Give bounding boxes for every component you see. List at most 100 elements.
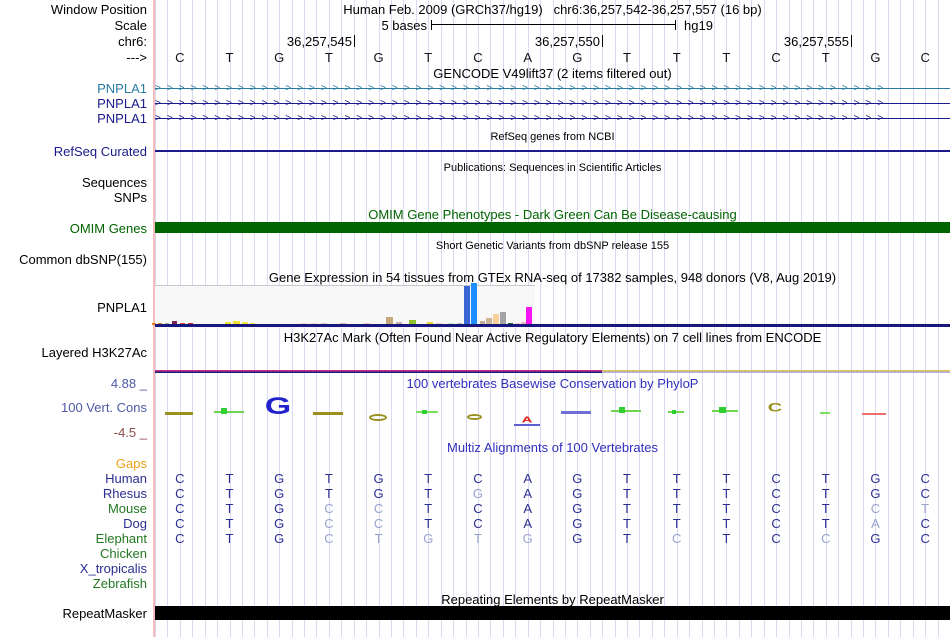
repeatmasker-feature-bar[interactable] bbox=[155, 606, 950, 620]
gridline bbox=[602, 0, 604, 637]
gtex-expression-bar[interactable] bbox=[225, 322, 231, 325]
gtex-expression-bar[interactable] bbox=[242, 322, 248, 325]
repeatmasker-track-title: Repeating Elements by RepeatMasker bbox=[441, 592, 664, 607]
assembly-tag: hg19 bbox=[684, 18, 713, 33]
species-label-human[interactable]: Human bbox=[105, 471, 147, 486]
track-label-h3k27ac[interactable]: Layered H3K27Ac bbox=[41, 345, 147, 360]
alignment-base-mouse: A bbox=[523, 501, 532, 516]
scale-value: 5 bases bbox=[381, 18, 427, 33]
gridline bbox=[751, 0, 753, 637]
alignment-base-dog: T bbox=[623, 516, 631, 531]
gtex-expression-bar[interactable] bbox=[480, 321, 485, 325]
alignment-base-human: G bbox=[373, 471, 384, 486]
refseq-track-title: RefSeq genes from NCBI bbox=[490, 131, 615, 143]
species-label-zebrafish[interactable]: Zebrafish bbox=[92, 576, 147, 591]
alignment-base-mouse: T bbox=[672, 501, 681, 516]
gene-feature-row[interactable]: >>>>>>>>>>>>>>>>>>>>>>>>>>>>>>>>>>>>>>>>… bbox=[155, 83, 950, 94]
gene-label-pnpla1-1[interactable]: PNPLA1 bbox=[97, 81, 147, 96]
gtex-expression-bar[interactable] bbox=[486, 318, 492, 325]
alignment-base-elephant: C bbox=[324, 531, 334, 546]
gene-label-pnpla1-3[interactable]: PNPLA1 bbox=[97, 111, 147, 126]
gridline bbox=[788, 0, 790, 637]
alignment-base-human: T bbox=[424, 471, 433, 486]
phylop-min-label: -4.5 _ bbox=[113, 425, 147, 440]
track-label-repeatmasker[interactable]: RepeatMasker bbox=[62, 606, 147, 621]
ruler-position-label: 36,257,545 bbox=[286, 34, 352, 49]
gtex-expression-bar[interactable] bbox=[521, 322, 526, 325]
gtex-expression-bar[interactable] bbox=[396, 322, 402, 325]
alignment-base-mouse: C bbox=[175, 501, 185, 516]
phylop-logo-glyph bbox=[313, 412, 343, 415]
alignment-base-human: C bbox=[473, 471, 483, 486]
scale-ruler-left-tick bbox=[431, 20, 432, 30]
gene-feature-row[interactable]: >>>>>>>>>>>>>>>>>>>>>>>>>>>>>>>>>>>>>>>>… bbox=[155, 98, 950, 109]
alignment-base-mouse: T bbox=[623, 501, 631, 516]
gtex-expression-bar[interactable] bbox=[471, 283, 477, 325]
gtex-expression-bar[interactable] bbox=[526, 307, 532, 325]
phylop-logo-glyph bbox=[165, 412, 193, 415]
gridline bbox=[726, 0, 728, 637]
gtex-expression-bar[interactable] bbox=[233, 321, 240, 325]
alignment-base-elephant: C bbox=[771, 531, 781, 546]
gtex-baseline-bar[interactable] bbox=[155, 324, 950, 327]
reference-base: A bbox=[523, 50, 532, 65]
track-label-cons[interactable]: 100 Vert. Cons bbox=[61, 400, 147, 415]
alignment-base-human: G bbox=[274, 471, 285, 486]
gtex-expression-bar[interactable] bbox=[500, 312, 506, 325]
gtex-expression-bar[interactable] bbox=[409, 320, 416, 325]
publications-track-title: Publications: Sequences in Scientific Ar… bbox=[443, 162, 662, 174]
gtex-expression-bar[interactable] bbox=[493, 314, 499, 325]
gtex-track-title: Gene Expression in 54 tissues from GTEx … bbox=[268, 270, 837, 285]
species-label-gaps[interactable]: Gaps bbox=[115, 456, 147, 471]
alignment-base-mouse: C bbox=[373, 501, 384, 516]
gtex-expression-bar[interactable] bbox=[427, 322, 433, 325]
gene-label-pnpla1-2[interactable]: PNPLA1 bbox=[97, 96, 147, 111]
reference-base: T bbox=[424, 50, 433, 65]
track-label-sequences[interactable]: Sequences bbox=[81, 175, 147, 190]
gtex-expression-bar[interactable] bbox=[464, 286, 470, 325]
track-label-refseq[interactable]: RefSeq Curated bbox=[53, 144, 147, 159]
species-label-rhesus[interactable]: Rhesus bbox=[102, 486, 147, 501]
alignment-base-human: T bbox=[672, 471, 681, 486]
species-label-mouse[interactable]: Mouse bbox=[107, 501, 147, 516]
strand-label: ---> bbox=[126, 50, 147, 65]
alignment-base-rhesus: T bbox=[424, 486, 433, 501]
track-label-omim[interactable]: OMIM Genes bbox=[69, 221, 147, 236]
gene-feature-row[interactable]: >>>>>>>>>>>>>>>>>>>>>>>>>>>>>>>>>>>>>>>>… bbox=[155, 113, 950, 124]
h3k27ac-signal-segment[interactable] bbox=[155, 370, 602, 373]
omim-gene-feature-bar[interactable] bbox=[155, 222, 950, 233]
species-label-elephant[interactable]: Elephant bbox=[95, 531, 147, 546]
gridline bbox=[589, 0, 591, 637]
assembly-position-title: Human Feb. 2009 (GRCh37/hg19) chr6:36,25… bbox=[343, 2, 762, 17]
track-label-snps[interactable]: SNPs bbox=[113, 190, 147, 205]
gtex-expression-bar[interactable] bbox=[152, 323, 156, 325]
h3k27ac-signal-segment[interactable] bbox=[602, 370, 950, 373]
gtex-expression-bar[interactable] bbox=[386, 317, 393, 325]
gridline bbox=[676, 0, 678, 637]
gridline bbox=[813, 0, 815, 637]
track-label-gtex[interactable]: PNPLA1 bbox=[97, 300, 147, 315]
phylop-logo-glyph bbox=[672, 410, 676, 414]
alignment-base-elephant: T bbox=[473, 531, 482, 546]
species-label-xtropicalis[interactable]: X_tropicalis bbox=[79, 561, 147, 576]
phylop-logo-glyph bbox=[619, 407, 625, 413]
species-label-chicken[interactable]: Chicken bbox=[100, 546, 147, 561]
phylop-logo-glyph bbox=[416, 411, 438, 413]
alignment-base-dog: C bbox=[920, 516, 930, 531]
gridline bbox=[614, 0, 616, 637]
left-edge-guide-line bbox=[153, 0, 155, 637]
gridline bbox=[689, 0, 691, 637]
species-label-dog[interactable]: Dog bbox=[123, 516, 147, 531]
alignment-base-human: T bbox=[324, 471, 333, 486]
refseq-curated-gene-line[interactable] bbox=[155, 150, 950, 152]
alignment-base-elephant: G bbox=[572, 531, 583, 546]
alignment-base-rhesus: G bbox=[274, 486, 285, 501]
phylop-logo-glyph bbox=[466, 414, 482, 420]
multiz-track-title: Multiz Alignments of 100 Vertebrates bbox=[446, 440, 658, 455]
gtex-expression-bar[interactable] bbox=[172, 321, 177, 325]
scale-label: Scale bbox=[114, 18, 147, 33]
track-label-dbsnp[interactable]: Common dbSNP(155) bbox=[19, 252, 147, 267]
alignment-base-rhesus: C bbox=[175, 486, 185, 501]
gridline bbox=[887, 0, 889, 637]
alignment-base-dog: T bbox=[722, 516, 731, 531]
